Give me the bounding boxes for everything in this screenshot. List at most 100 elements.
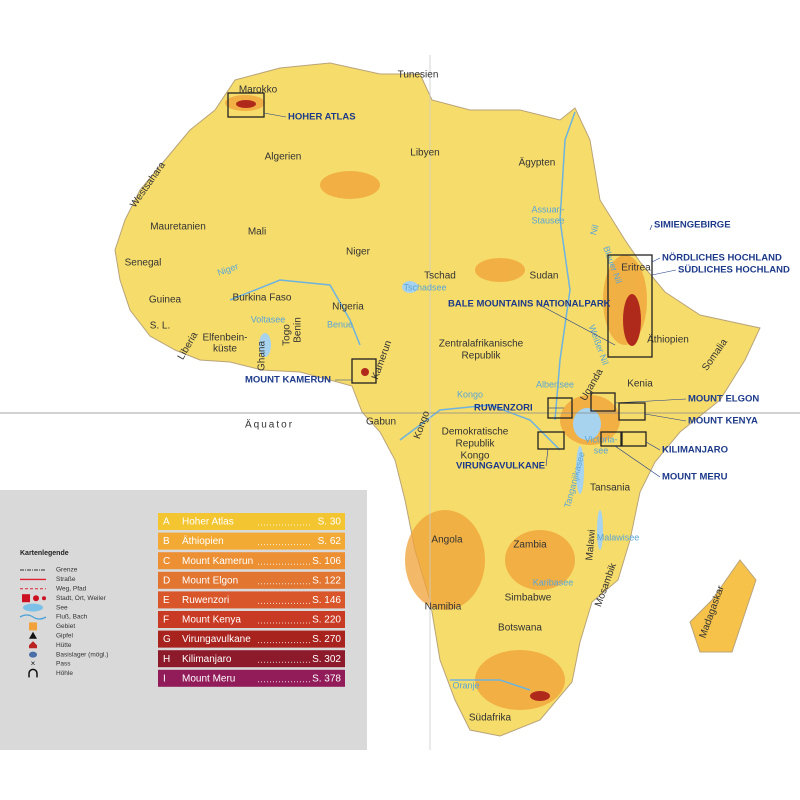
water-label: Kongo bbox=[457, 389, 483, 399]
country-label: Ägypten bbox=[519, 157, 556, 169]
region-pointer bbox=[649, 224, 653, 231]
index-name: Mount Meru bbox=[182, 673, 235, 684]
madagascar bbox=[689, 559, 757, 653]
region-pointer bbox=[644, 413, 687, 422]
index-letter: B bbox=[163, 536, 170, 547]
legend-item: See bbox=[56, 604, 68, 611]
index-row bbox=[158, 630, 345, 648]
index-letter: E bbox=[163, 595, 170, 606]
legend-symbol bbox=[23, 603, 43, 612]
index-letter: F bbox=[163, 615, 169, 626]
region-label: MOUNT KENYA bbox=[688, 416, 758, 427]
index-row bbox=[158, 669, 345, 687]
country-label: Algerien bbox=[265, 152, 302, 163]
water-label: Nil bbox=[588, 223, 600, 236]
index-row bbox=[158, 591, 345, 609]
region-pointer bbox=[651, 257, 661, 263]
region-pointer bbox=[614, 445, 661, 478]
region-label: BALE MOUNTAINS NATIONALPARK bbox=[448, 299, 611, 310]
lakes bbox=[259, 281, 603, 550]
region-label: MOUNT ELGON bbox=[688, 394, 759, 405]
region-box bbox=[618, 402, 646, 421]
index-page: S. 146 bbox=[312, 595, 341, 606]
water-label: see bbox=[594, 445, 609, 455]
legend-symbol bbox=[29, 641, 37, 649]
country-label: Zentralafrikanische bbox=[439, 339, 524, 350]
country-label: Simbabwe bbox=[505, 593, 552, 604]
legend-symbol bbox=[29, 651, 37, 658]
water-label: Oranje bbox=[452, 680, 479, 690]
legend-item: Gipfel bbox=[56, 633, 74, 640]
region-pointer bbox=[614, 398, 687, 404]
index-row bbox=[158, 611, 345, 628]
country-label: Marokko bbox=[239, 85, 278, 96]
index-letter: G bbox=[163, 634, 171, 645]
country-label: Tunesien bbox=[398, 70, 439, 81]
region-box bbox=[351, 358, 377, 384]
country-label: Eritrea bbox=[621, 263, 651, 274]
region-box bbox=[537, 431, 565, 450]
country-label: Tschad bbox=[424, 271, 456, 282]
region-pointer bbox=[537, 303, 616, 346]
region-label: MOUNT MERU bbox=[662, 472, 728, 483]
water-label: Benue bbox=[327, 319, 353, 329]
region-label: HOHER ATLAS bbox=[288, 112, 356, 123]
index-row bbox=[158, 650, 345, 668]
legend-symbol bbox=[28, 668, 38, 678]
index-letter: I bbox=[163, 673, 166, 684]
legend-item: Pass bbox=[56, 661, 71, 668]
country-label: Sudan bbox=[530, 271, 559, 282]
index-name: Kilimanjaro bbox=[182, 654, 232, 665]
index-page: S. 302 bbox=[312, 654, 341, 665]
country-label: S. L. bbox=[150, 321, 171, 332]
country-label: Elfenbein- bbox=[202, 333, 247, 344]
region-pointer bbox=[545, 448, 549, 467]
region-box bbox=[607, 254, 653, 358]
legend-symbol bbox=[19, 614, 47, 620]
legend-item: Stadt, Ort, Weiler bbox=[56, 595, 107, 602]
index-letter: H bbox=[163, 654, 170, 665]
country-label: Senegal bbox=[125, 258, 162, 269]
country-label: Kenia bbox=[627, 379, 653, 390]
index-page: S. 122 bbox=[312, 575, 341, 586]
country-label: Mauretanien bbox=[150, 222, 206, 233]
index-row bbox=[158, 571, 345, 589]
index-page: S. 378 bbox=[312, 673, 341, 684]
country-label: Zambia bbox=[513, 540, 547, 551]
country-label: Südafrika bbox=[469, 713, 512, 724]
index-letter: C bbox=[163, 556, 170, 567]
africa bbox=[114, 62, 761, 737]
index-row bbox=[158, 513, 345, 530]
country-label: Äthiopien bbox=[647, 334, 689, 346]
legend-item: Fluß, Bach bbox=[56, 614, 88, 621]
region-box bbox=[590, 392, 616, 412]
index-page: S. 30 bbox=[318, 517, 342, 528]
water-label: Karibasee bbox=[533, 577, 574, 587]
country-label: Togo bbox=[282, 324, 293, 346]
legend-symbol bbox=[29, 622, 37, 631]
water-label: Stausee bbox=[531, 215, 564, 225]
peaks bbox=[236, 100, 641, 701]
country-label: Nigeria bbox=[332, 302, 364, 313]
index-page: S. 106 bbox=[312, 556, 341, 567]
country-label: Gabun bbox=[366, 417, 396, 428]
legend-item: Grenze bbox=[56, 567, 78, 574]
region-label: KILIMANJARO bbox=[662, 445, 728, 456]
country-label: Republik bbox=[456, 439, 496, 450]
region-label: VIRUNGAVULKANE bbox=[456, 461, 545, 472]
water-label: Voltasee bbox=[251, 314, 286, 324]
country-label: Libyen bbox=[410, 148, 439, 159]
country-label: Angola bbox=[431, 535, 463, 546]
region-pointer bbox=[645, 441, 661, 451]
country-label: Mali bbox=[248, 227, 266, 238]
legend-item: Gebiet bbox=[56, 623, 75, 630]
index-page: S. 220 bbox=[312, 615, 341, 626]
index-page: S. 62 bbox=[318, 536, 342, 547]
region-box bbox=[621, 431, 647, 447]
legend-symbol bbox=[29, 631, 37, 639]
index-letter: A bbox=[163, 517, 170, 528]
country-label: küste bbox=[213, 344, 237, 355]
water-label: Malawisee bbox=[597, 532, 640, 542]
index-name: Äthiopien bbox=[182, 535, 224, 547]
